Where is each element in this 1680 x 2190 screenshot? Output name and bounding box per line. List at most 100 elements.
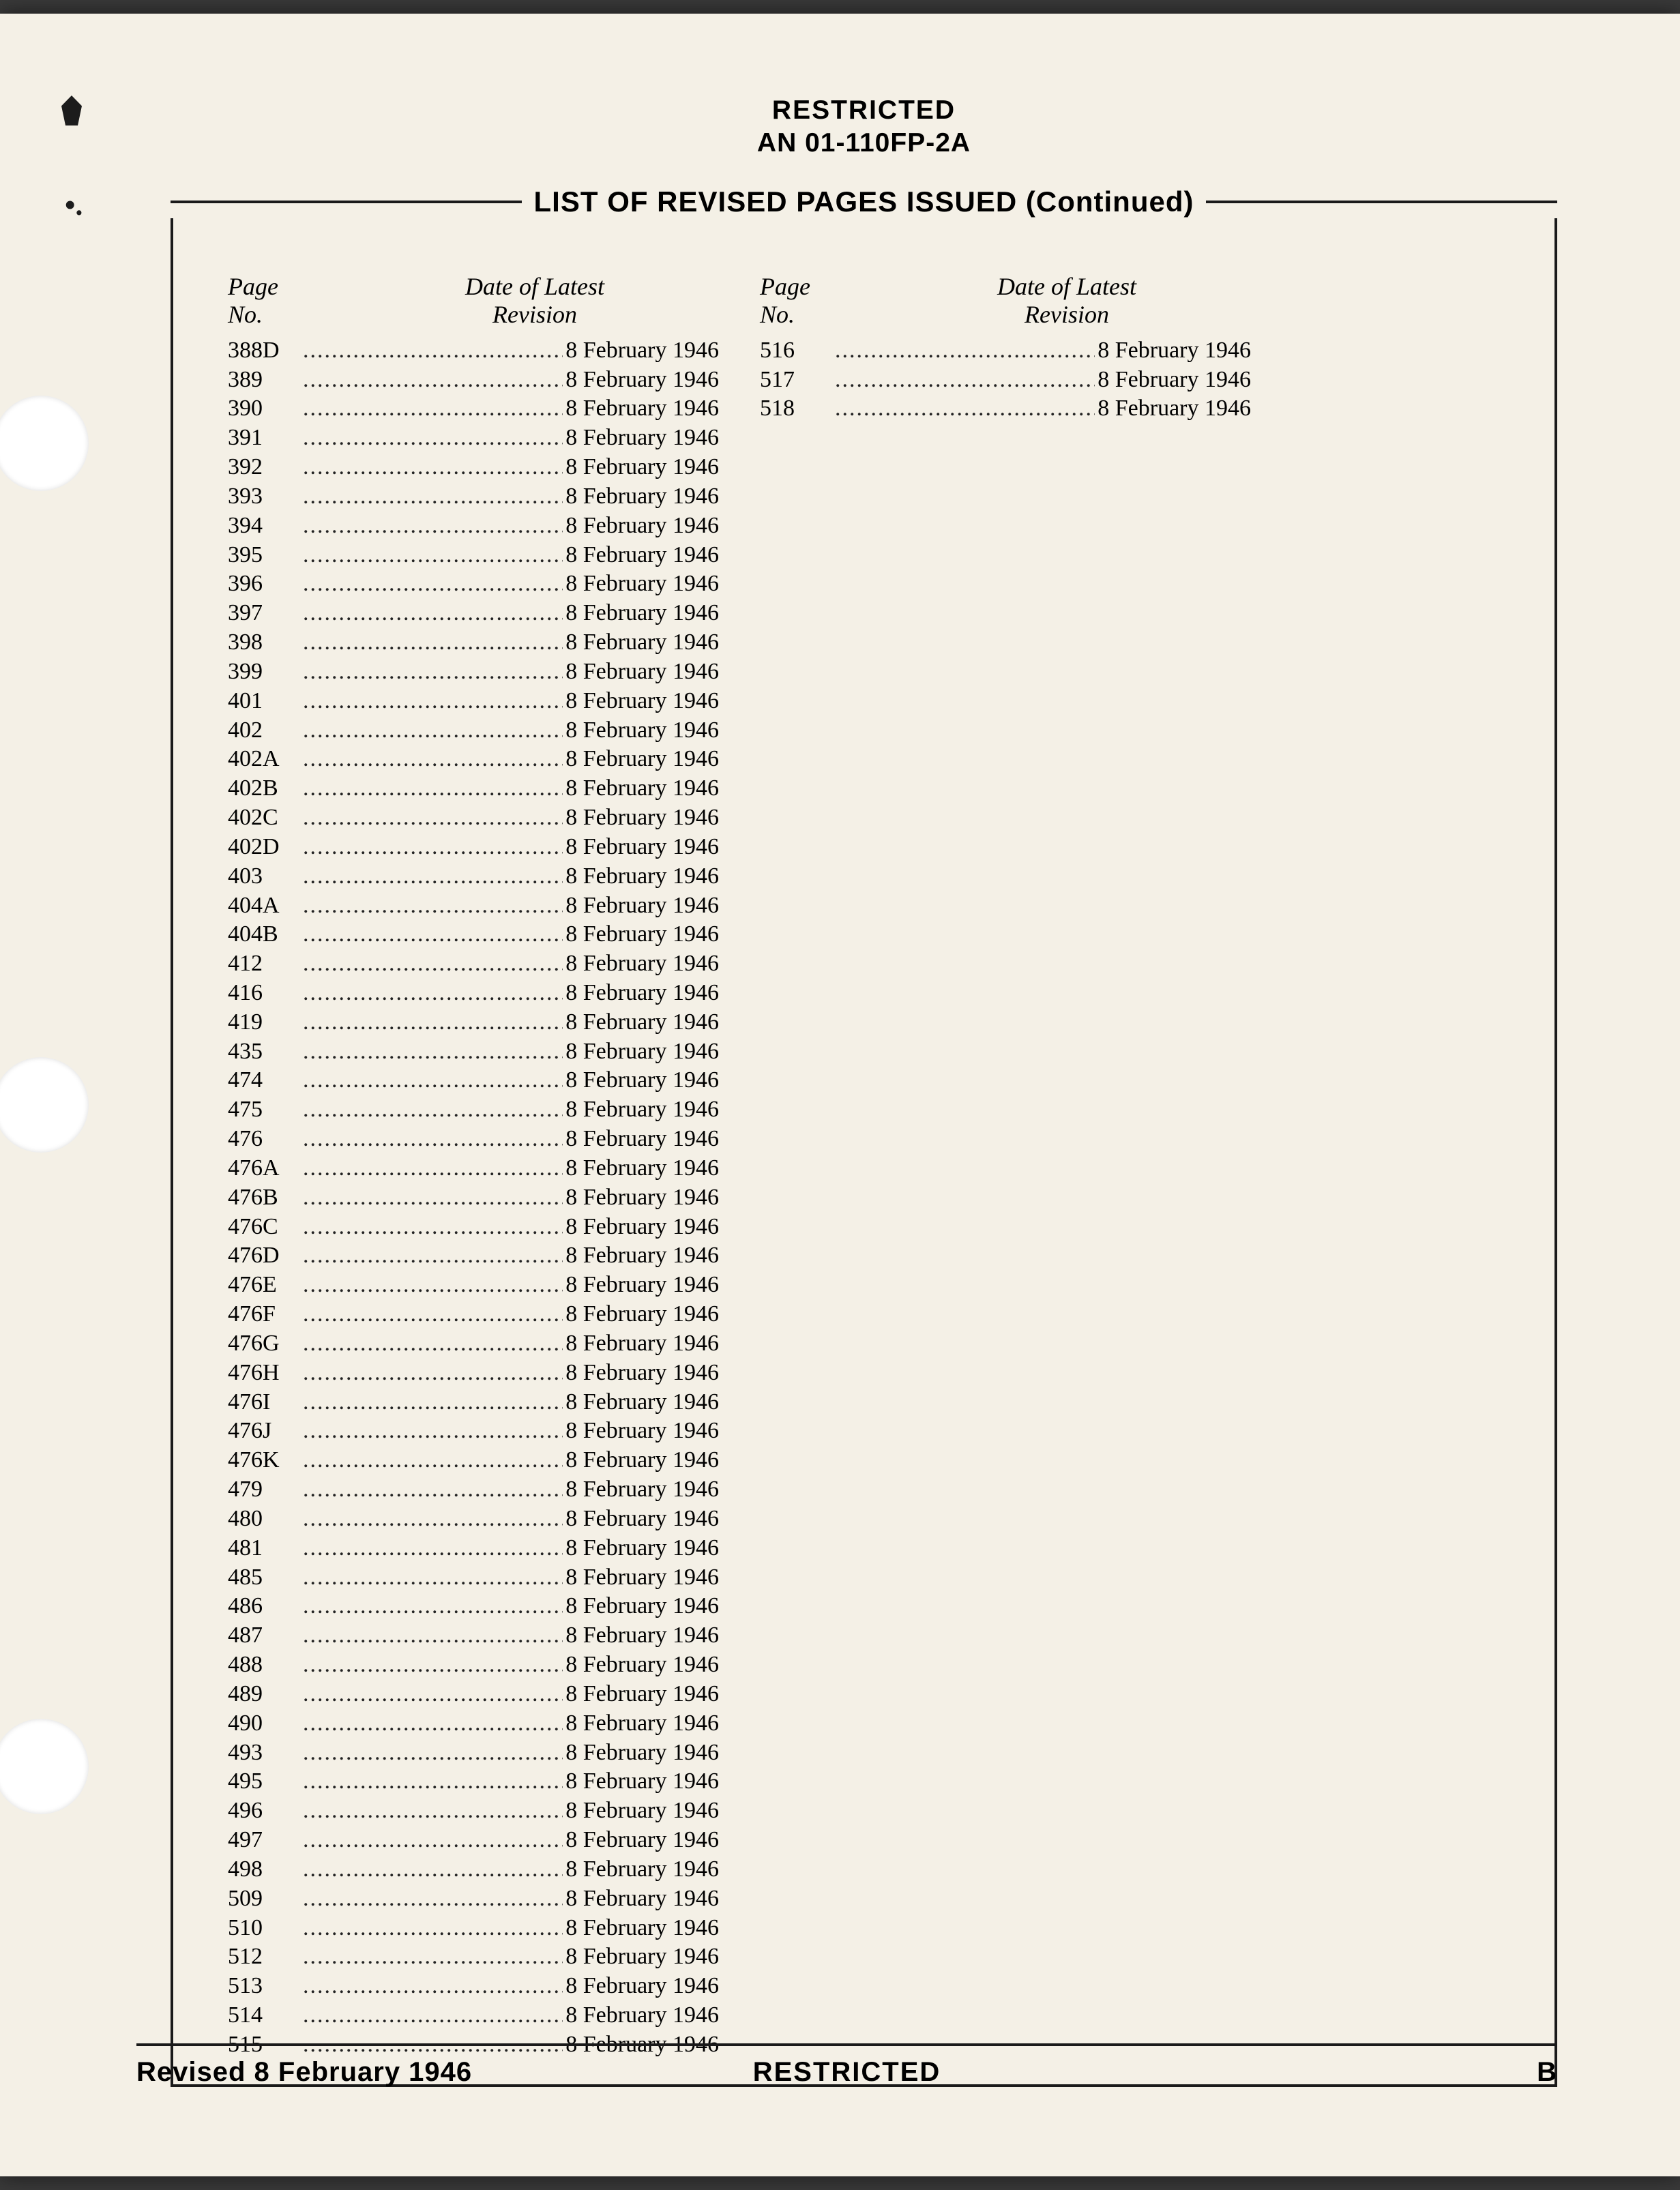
revision-row: 509.....................................… [228,1884,719,1914]
revision-row: 513.....................................… [228,1972,719,2001]
revision-date: 8 February 1946 [563,833,719,862]
page-number: 403 [228,862,303,891]
revision-row: 402A....................................… [228,745,719,774]
page-number: 476 [228,1125,303,1154]
revision-date: 8 February 1946 [563,1446,719,1475]
revision-date: 8 February 1946 [563,1563,719,1593]
revision-date: 8 February 1946 [563,1914,719,1943]
page-number: 397 [228,599,303,628]
revision-row: 479.....................................… [228,1475,719,1505]
revision-row: 402B....................................… [228,774,719,803]
page-content: RESTRICTED AN 01-110FP-2A LIST OF REVISE… [0,14,1680,2176]
revision-date: 8 February 1946 [563,1796,719,1826]
header-page-label: Page No. [760,273,883,329]
revision-row: 393.....................................… [228,482,719,512]
header-date-label: Date of Latest Revision [883,273,1251,329]
leader-dots: ........................................… [303,1592,563,1621]
leader-dots: ........................................… [303,1796,563,1826]
revision-date: 8 February 1946 [563,1241,719,1271]
revision-date: 8 February 1946 [563,1008,719,1037]
leader-dots: ........................................… [303,774,563,803]
page-number: 412 [228,949,303,979]
revision-date: 8 February 1946 [563,1505,719,1534]
leader-dots: ........................................… [835,336,1095,366]
page-number: 390 [228,394,303,424]
revision-row: 476E....................................… [228,1271,719,1300]
header-page-line1: Page [760,273,810,300]
revision-row: 402.....................................… [228,716,719,745]
revision-date: 8 February 1946 [563,774,719,803]
revision-date: 8 February 1946 [563,366,719,395]
revision-row: 396.....................................… [228,569,719,599]
page-number: 481 [228,1534,303,1563]
revision-row: 485.....................................… [228,1563,719,1593]
leader-dots: ........................................… [303,1767,563,1796]
revision-date: 8 February 1946 [563,2001,719,2030]
page-number: 495 [228,1767,303,1796]
revision-row: 403.....................................… [228,862,719,891]
revision-row: 476.....................................… [228,1125,719,1154]
left-column: Page No. Date of Latest Revision 388D...… [228,273,719,2060]
revision-date: 8 February 1946 [563,1680,719,1709]
header-page-label: Page No. [228,273,351,329]
leader-dots: ........................................… [303,1680,563,1709]
revision-date: 8 February 1946 [563,1125,719,1154]
page-number: 514 [228,2001,303,2030]
revision-date: 8 February 1946 [563,1300,719,1329]
revision-date: 8 February 1946 [563,687,719,716]
leader-dots: ........................................… [303,1738,563,1768]
leader-dots: ........................................… [303,569,563,599]
revision-date: 8 February 1946 [563,1271,719,1300]
revision-date: 8 February 1946 [563,628,719,657]
leader-dots: ........................................… [303,1446,563,1475]
page-number: 401 [228,687,303,716]
revision-row: 476B....................................… [228,1183,719,1213]
revision-row: 394.....................................… [228,512,719,541]
revision-date: 8 February 1946 [563,920,719,949]
page-number: 476E [228,1271,303,1300]
page-number: 435 [228,1037,303,1067]
revision-date: 8 February 1946 [563,1154,719,1183]
footer-page-letter: B [1537,2057,1557,2088]
columns-container: Page No. Date of Latest Revision 388D...… [228,273,1500,2060]
revision-date: 8 February 1946 [563,862,719,891]
leader-dots: ........................................… [835,366,1095,395]
page-number: 488 [228,1651,303,1680]
leader-dots: ........................................… [303,1329,563,1359]
page-number: 516 [760,336,835,366]
revision-date: 8 February 1946 [563,1213,719,1242]
page-number: 402C [228,803,303,833]
leader-dots: ........................................… [303,1417,563,1446]
header-page-line2: No. [228,301,263,328]
leader-dots: ........................................… [303,1359,563,1388]
revision-row: 476J....................................… [228,1417,719,1446]
leader-dots: ........................................… [303,833,563,862]
leader-dots: ........................................… [303,1154,563,1183]
leader-dots: ........................................… [303,599,563,628]
page-number: 474 [228,1066,303,1095]
footer-revised-date: Revised 8 February 1946 [136,2057,472,2088]
leader-dots: ........................................… [303,1388,563,1417]
revision-row: 476K....................................… [228,1446,719,1475]
page-number: 512 [228,1942,303,1972]
revision-date: 8 February 1946 [563,1037,719,1067]
page-number: 475 [228,1095,303,1125]
page-number: 392 [228,453,303,482]
leader-dots: ........................................… [303,1300,563,1329]
leader-dots: ........................................… [303,482,563,512]
revision-date: 8 February 1946 [563,394,719,424]
leader-dots: ........................................… [303,1651,563,1680]
page-number: 476K [228,1446,303,1475]
revision-date: 8 February 1946 [1095,366,1251,395]
leader-dots: ........................................… [303,1066,563,1095]
footer-classification: RESTRICTED [753,2057,941,2088]
page-number: 485 [228,1563,303,1593]
page-number: 480 [228,1505,303,1534]
page-number: 476C [228,1213,303,1242]
revision-row: 487.....................................… [228,1621,719,1651]
revision-row: 435.....................................… [228,1037,719,1067]
revision-date: 8 February 1946 [563,1066,719,1095]
leader-dots: ........................................… [303,979,563,1008]
revision-date: 8 February 1946 [563,1417,719,1446]
leader-dots: ........................................… [303,1505,563,1534]
